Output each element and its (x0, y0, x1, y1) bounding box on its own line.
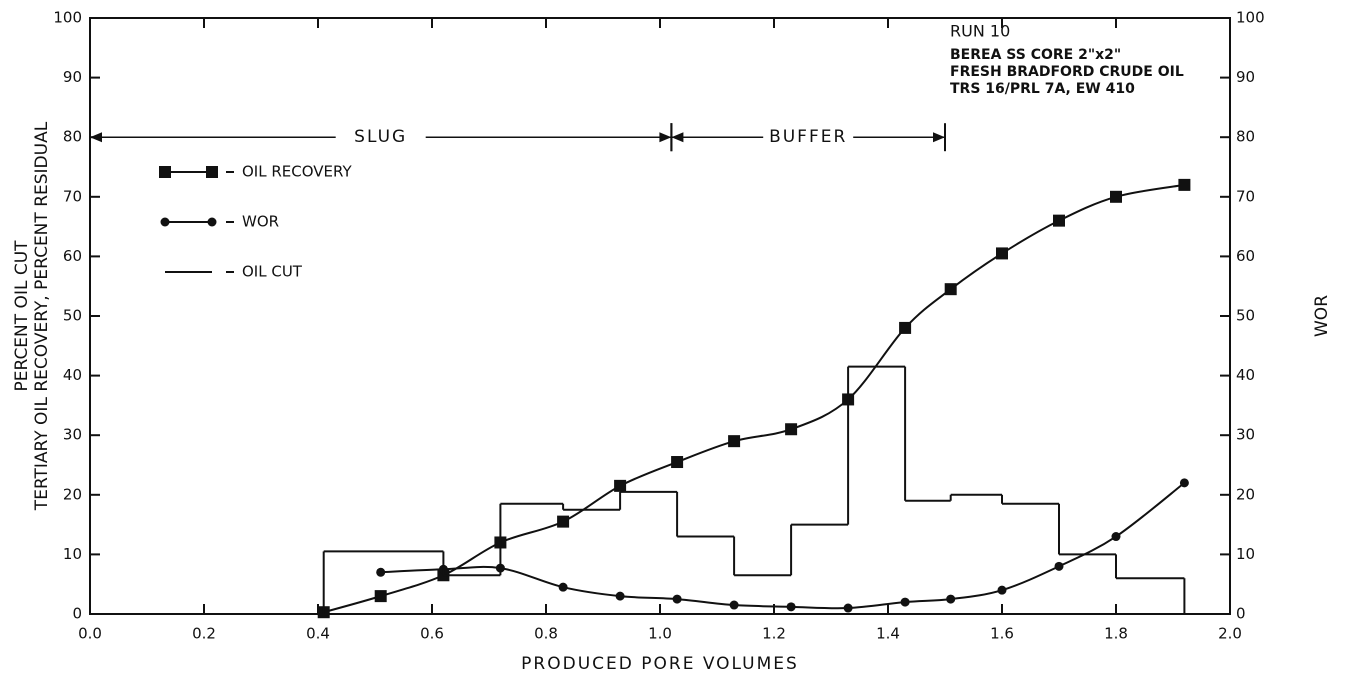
square-marker (728, 435, 741, 448)
x-tick-label: 0.6 (420, 625, 444, 643)
circle-marker (672, 594, 682, 604)
circle-marker (843, 603, 853, 613)
y2-tick-label: 40 (1236, 366, 1255, 384)
y-tick-label: 80 (63, 128, 82, 146)
y2-tick-label: 80 (1236, 128, 1255, 146)
arrow-head (671, 132, 684, 143)
y-tick-label: 100 (53, 9, 82, 27)
y2-tick-label: 70 (1236, 187, 1255, 205)
legend-marker (207, 217, 217, 227)
circle-marker (558, 582, 568, 592)
y-tick-label: 70 (63, 187, 82, 205)
x-tick-label: 1.2 (762, 625, 786, 643)
y2-tick-label: 0 (1236, 605, 1246, 623)
y2-tick-label: 50 (1236, 307, 1255, 325)
y-tick-label: 50 (63, 307, 82, 325)
circle-marker (900, 597, 910, 607)
x-tick-label: 1.4 (876, 625, 900, 643)
circle-marker (1179, 478, 1189, 488)
legend-label: WOR (242, 213, 279, 231)
square-marker (1178, 178, 1191, 191)
y2-tick-label: 20 (1236, 485, 1255, 503)
arrow-head (933, 132, 945, 143)
circle-marker (1111, 532, 1121, 542)
circle-marker (946, 594, 956, 604)
square-marker (944, 283, 957, 296)
x-tick-label: 0.2 (192, 625, 216, 643)
range-label: SLUG (354, 127, 407, 147)
square-marker (374, 590, 387, 603)
legend-marker (159, 166, 171, 178)
y2-tick-label: 60 (1236, 247, 1255, 265)
annotation: FRESH BRADFORD CRUDE OIL (950, 64, 1184, 80)
y2-tick-label: 90 (1236, 68, 1255, 86)
y2-tick-label: 10 (1236, 545, 1255, 563)
x-tick-label: 2.0 (1218, 625, 1242, 643)
y-tick-label: 60 (63, 247, 82, 265)
range-label: BUFFER (769, 127, 847, 147)
square-marker (557, 515, 570, 528)
y2-axis-label: WOR (1312, 295, 1332, 337)
square-marker (785, 423, 798, 436)
circle-marker (786, 602, 796, 612)
y2-tick-label: 30 (1236, 426, 1255, 444)
y2-tick-label: 100 (1236, 9, 1265, 27)
circle-marker (1054, 561, 1064, 571)
circle-marker (729, 600, 739, 610)
arrow-head (90, 132, 102, 143)
x-tick-label: 0.0 (78, 625, 102, 643)
circle-marker (615, 591, 625, 601)
y-tick-label: 0 (72, 605, 82, 623)
square-marker (996, 247, 1008, 260)
arrow-head (659, 132, 672, 143)
x-tick-label: 1.6 (990, 625, 1014, 643)
circle-marker (997, 585, 1007, 595)
x-tick-label: 0.4 (306, 625, 330, 643)
legend-label: OIL RECOVERY (242, 163, 352, 181)
y-tick-label: 30 (63, 426, 82, 444)
y-axis-label: TERTIARY OIL RECOVERY, PERCENT RESIDUAL (32, 121, 52, 511)
annotation: RUN 10 (950, 22, 1010, 41)
y-tick-label: 10 (63, 545, 82, 563)
y-tick-label: 20 (63, 485, 82, 503)
series-line (323, 183, 1185, 614)
x-tick-label: 1.8 (1104, 625, 1128, 643)
annotation: BEREA SS CORE 2"x2" (950, 47, 1121, 63)
legend-label: OIL CUT (242, 263, 303, 281)
y-tick-label: 40 (63, 366, 82, 384)
x-axis-label: PRODUCED PORE VOLUMES (521, 654, 799, 674)
square-marker (671, 456, 684, 469)
square-marker (1110, 190, 1122, 203)
circle-marker (376, 567, 386, 577)
square-marker (614, 479, 627, 492)
x-tick-label: 1.0 (648, 625, 672, 643)
y-tick-label: 90 (63, 68, 82, 86)
annotation: TRS 16/PRL 7A, EW 410 (950, 81, 1135, 97)
y-axis-label: PERCENT OIL CUT (12, 240, 32, 392)
legend-marker (160, 217, 170, 227)
x-tick-label: 0.8 (534, 625, 558, 643)
square-marker (1053, 214, 1065, 227)
square-marker (899, 321, 912, 334)
legend-marker (206, 166, 218, 178)
